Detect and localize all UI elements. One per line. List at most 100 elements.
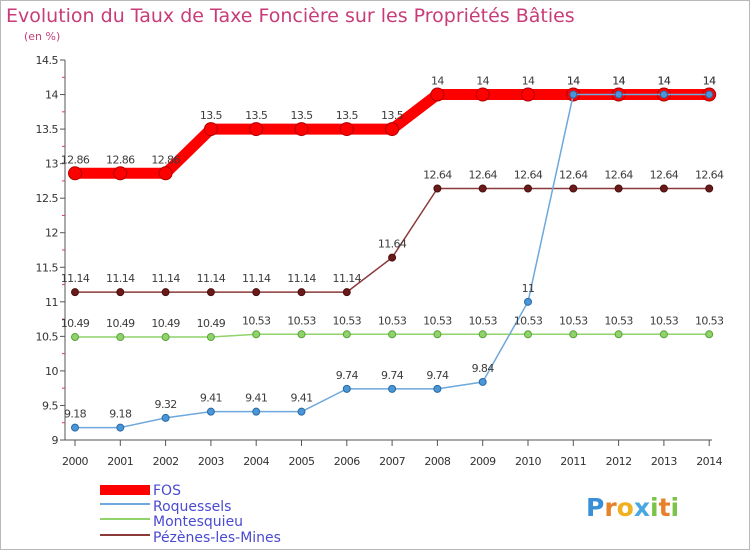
data-point bbox=[478, 377, 487, 386]
data-label: 14 bbox=[703, 75, 716, 88]
data-point bbox=[71, 333, 79, 342]
proxiti-logo: Proxiti bbox=[586, 493, 679, 522]
data-label: 11.64 bbox=[378, 238, 407, 251]
x-tick-label: 2014 bbox=[696, 455, 722, 468]
data-point bbox=[614, 184, 623, 193]
data-label: 13.5 bbox=[200, 109, 223, 122]
data-point bbox=[252, 407, 261, 416]
data-label: 9.41 bbox=[200, 392, 222, 405]
data-label: 9.74 bbox=[336, 369, 359, 382]
data-label: 10.49 bbox=[197, 317, 226, 330]
data-label: 9.41 bbox=[245, 392, 267, 405]
data-label: 10.53 bbox=[468, 314, 497, 327]
x-tick-label: 2003 bbox=[198, 455, 224, 468]
y-tick-label: 11.5 bbox=[36, 261, 59, 274]
x-tick-label: 2004 bbox=[243, 455, 269, 468]
y-tick-label: 14.5 bbox=[36, 54, 59, 67]
x-tick-label: 2001 bbox=[107, 455, 133, 468]
data-point bbox=[342, 384, 351, 393]
data-label: 9.18 bbox=[109, 408, 132, 421]
data-point bbox=[297, 288, 306, 297]
data-point bbox=[113, 166, 128, 181]
data-point bbox=[478, 184, 487, 193]
data-label: 14 bbox=[522, 75, 535, 88]
x-tick-label: 2008 bbox=[424, 455, 450, 468]
legend-label: Pézènes-les-Mines bbox=[153, 530, 281, 546]
data-label: 12.64 bbox=[650, 169, 679, 182]
data-point bbox=[252, 288, 261, 297]
data-label: 10.53 bbox=[333, 314, 362, 327]
y-tick-label: 10 bbox=[45, 365, 58, 378]
data-label: 12.64 bbox=[695, 169, 724, 182]
data-point bbox=[116, 333, 125, 342]
data-point bbox=[71, 288, 79, 297]
data-point bbox=[569, 90, 578, 99]
data-label: 11.14 bbox=[287, 272, 316, 285]
data-point bbox=[524, 330, 532, 339]
chart-subtitle: (en %) bbox=[24, 30, 60, 43]
legend-label: Montesquieu bbox=[153, 514, 243, 530]
data-label: 9.18 bbox=[64, 408, 87, 421]
data-label: 13.5 bbox=[245, 109, 268, 122]
logo-letter: i bbox=[671, 493, 680, 522]
data-label: 14 bbox=[567, 75, 580, 88]
logo-letter: t bbox=[659, 493, 671, 522]
data-point bbox=[524, 297, 532, 306]
logo-letter: x bbox=[634, 493, 650, 522]
data-point bbox=[569, 330, 578, 339]
y-tick-label: 14 bbox=[45, 89, 58, 102]
data-point bbox=[614, 330, 623, 339]
x-tick-label: 2005 bbox=[289, 455, 315, 468]
logo-letter: r bbox=[604, 493, 617, 522]
data-label: 10.49 bbox=[106, 317, 135, 330]
y-tick-label: 11 bbox=[45, 296, 58, 309]
data-point bbox=[252, 330, 261, 339]
data-point bbox=[161, 413, 170, 422]
data-label: 12.64 bbox=[468, 169, 497, 182]
data-label: 11.14 bbox=[106, 272, 135, 285]
data-label: 12.64 bbox=[604, 169, 633, 182]
data-label: 14 bbox=[476, 75, 489, 88]
x-tick-label: 2009 bbox=[470, 455, 496, 468]
logo-letter: o bbox=[617, 493, 634, 522]
data-point bbox=[478, 330, 487, 339]
data-point bbox=[388, 330, 397, 339]
data-point bbox=[161, 288, 170, 297]
data-label: 10.53 bbox=[559, 314, 588, 327]
data-label: 14 bbox=[567, 75, 580, 88]
data-label: 14 bbox=[657, 75, 670, 88]
data-point bbox=[388, 384, 397, 393]
x-tick-label: 2011 bbox=[560, 455, 586, 468]
y-tick-label: 12 bbox=[45, 227, 58, 240]
y-tick-label: 10.5 bbox=[36, 330, 59, 343]
series-lines bbox=[68, 87, 717, 432]
y-ticks: 9 9.5 10 10.5 11 11.5 12 12.5 13 13.5 14 14.5 bbox=[36, 54, 65, 447]
y-tick-label: 13 bbox=[45, 158, 58, 171]
data-point bbox=[158, 166, 173, 181]
x-ticks: 2000 2001 2002 2003 2004 2005 2006 2007 2008 2009… bbox=[62, 440, 723, 468]
data-point bbox=[206, 333, 215, 342]
data-label: 12.86 bbox=[106, 153, 135, 166]
data-label: 11 bbox=[522, 282, 535, 295]
legend: FOSRoquesselsMontesquieuPézènes-les-Mine… bbox=[100, 483, 281, 546]
data-point bbox=[297, 407, 306, 416]
data-point bbox=[524, 184, 532, 193]
data-label: 10.53 bbox=[287, 314, 316, 327]
data-label: 13.5 bbox=[381, 109, 404, 122]
data-label: 14 bbox=[657, 75, 670, 88]
legend-label: Roquessels bbox=[153, 499, 231, 515]
x-tick-label: 2002 bbox=[153, 455, 179, 468]
data-label: 10.53 bbox=[242, 314, 271, 327]
data-point bbox=[294, 122, 309, 137]
data-label: 9.41 bbox=[290, 392, 312, 405]
data-label: 12.64 bbox=[559, 169, 588, 182]
data-label: 14 bbox=[612, 75, 625, 88]
data-point bbox=[297, 330, 306, 339]
data-point bbox=[521, 87, 535, 102]
y-tick-label: 12.5 bbox=[36, 192, 59, 205]
data-point bbox=[206, 288, 215, 297]
data-label: 10.53 bbox=[423, 314, 452, 327]
data-label: 10.53 bbox=[650, 314, 679, 327]
data-label: 12.86 bbox=[61, 153, 90, 166]
